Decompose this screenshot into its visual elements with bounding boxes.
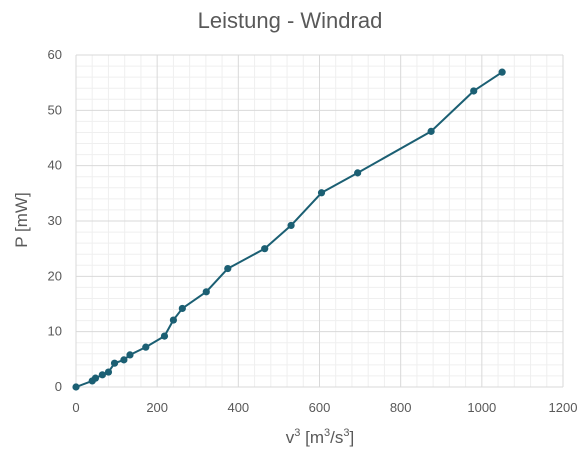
x-tick-label: 800 [390,400,412,415]
y-tick-label: 50 [48,102,62,117]
x-tick-label: 200 [146,400,168,415]
data-point [169,316,177,324]
data-point [178,304,186,313]
data-point [91,374,100,382]
series-line [75,71,503,388]
data-point [261,245,269,253]
chart-title: Leistung - Windrad [198,8,383,33]
x-tick-label: 1000 [467,400,496,415]
y-tick-label: 20 [48,268,62,283]
data-point [126,351,134,359]
data-point [202,288,210,296]
data-point [354,169,362,177]
data-point [317,189,326,197]
data-point [142,343,150,351]
data-point [427,127,435,135]
y-tick-label: 10 [48,324,62,339]
y-axis-title: P [mW] [12,192,31,247]
major-grid [75,54,564,388]
data-point [160,332,169,340]
data-point [470,87,478,95]
x-axis-tick-labels: 0 200 400 600 800 1000 1200 [72,400,577,415]
data-point [224,264,232,273]
x-tick-label: 600 [309,400,331,415]
data-point [498,68,506,76]
x-axis-title: v3 [m3/s3] [286,427,354,447]
data-point [98,371,106,379]
y-tick-label: 40 [48,158,62,173]
series-layer [72,68,506,391]
data-point [120,356,128,364]
data-point [72,383,80,391]
y-tick-label: 0 [55,379,62,394]
data-point [287,221,295,230]
data-point [110,359,119,367]
x-tick-label: 400 [227,400,249,415]
data-point [104,368,113,376]
y-axis-tick-labels: 0 10 20 30 40 50 60 [48,47,62,394]
x-tick-label: 1200 [549,400,578,415]
x-tick-label: 0 [72,400,79,415]
y-tick-label: 60 [48,47,62,62]
y-tick-label: 30 [48,213,62,228]
